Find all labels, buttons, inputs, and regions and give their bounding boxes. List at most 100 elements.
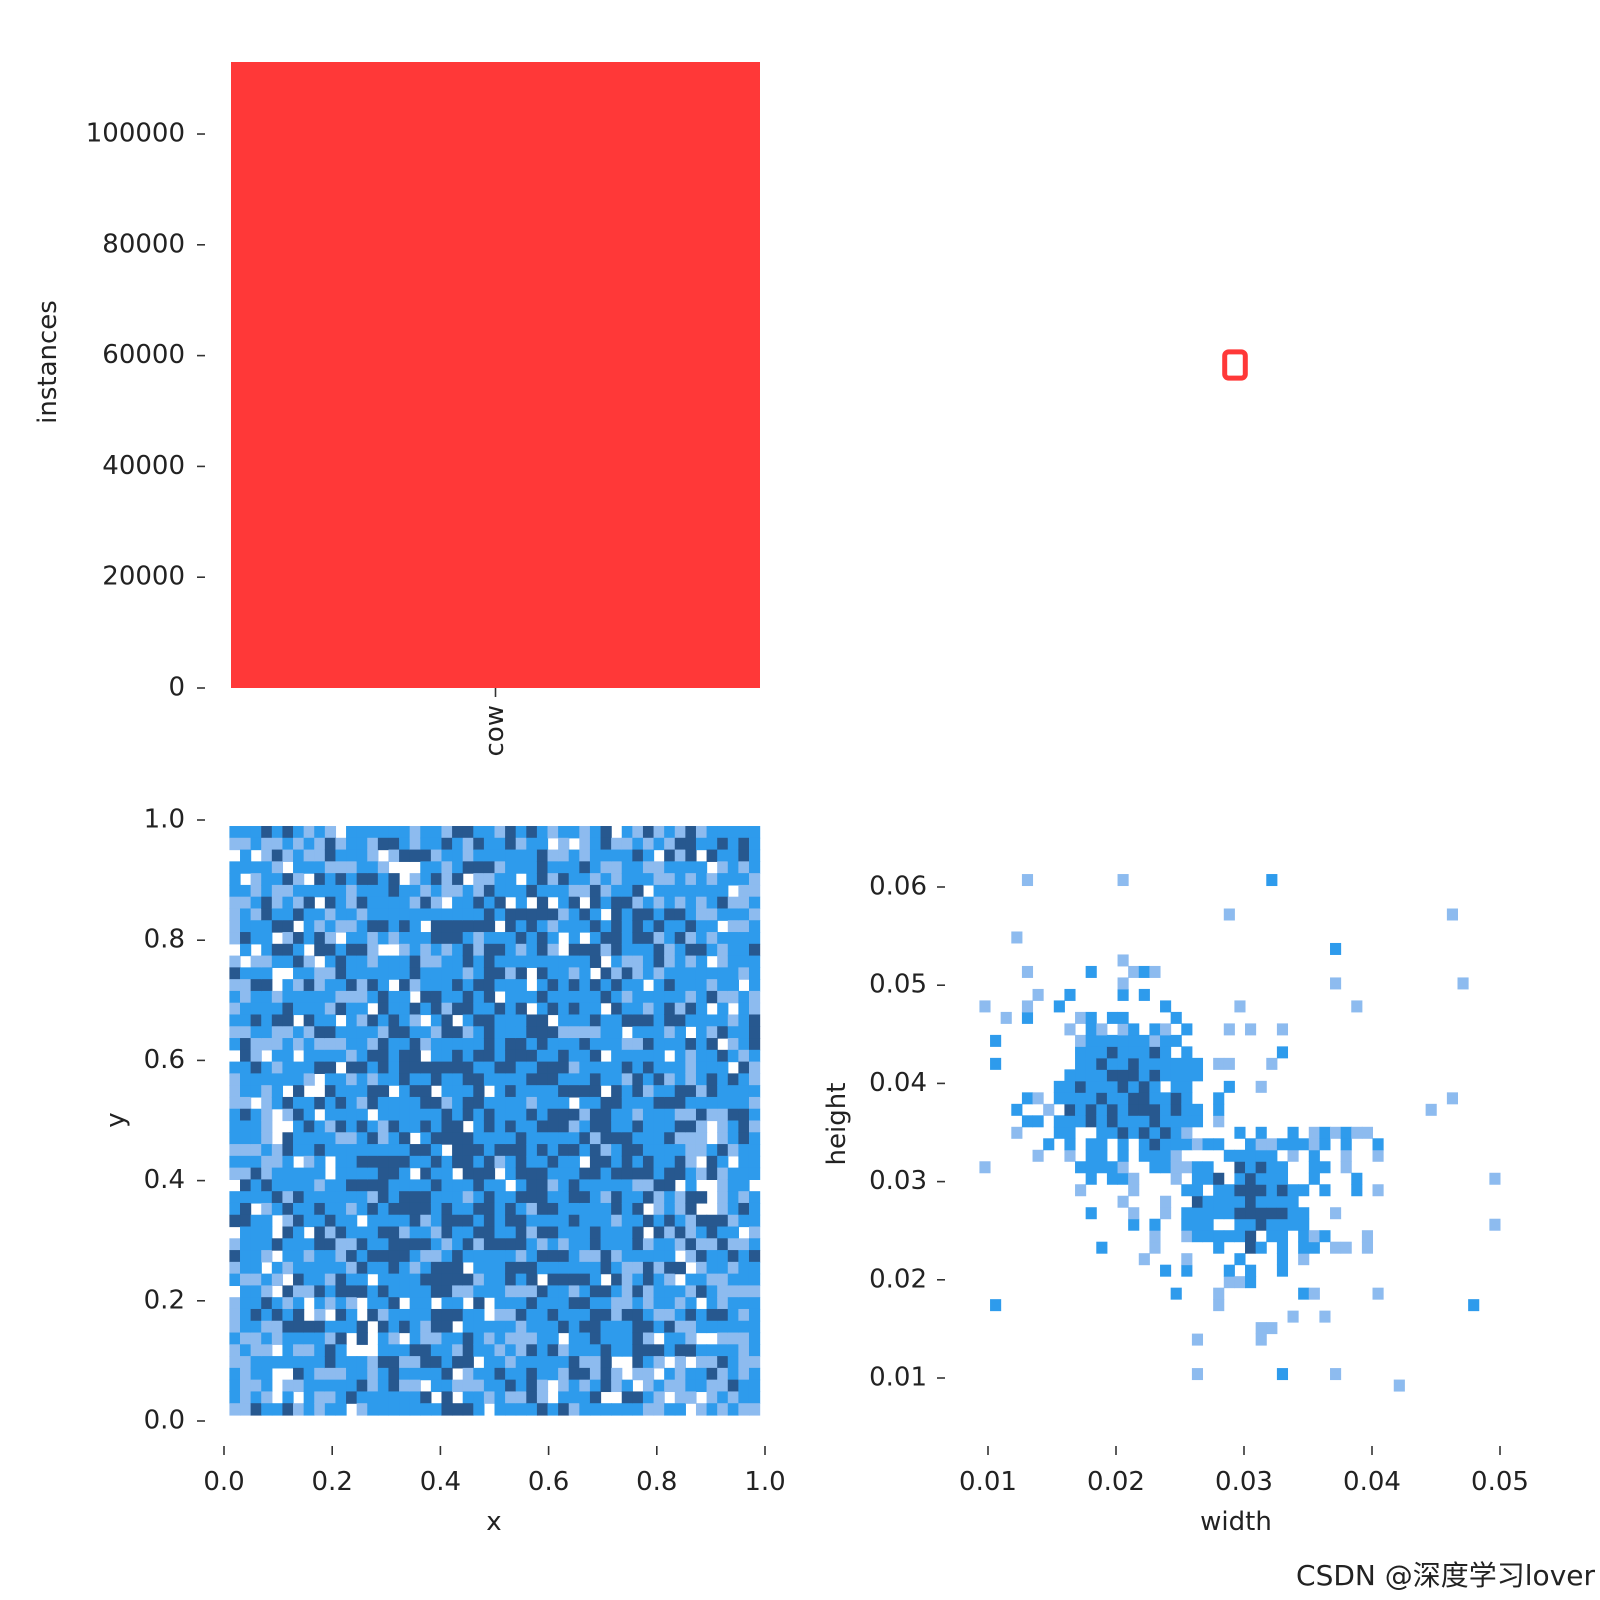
- xy-cell: [250, 1214, 262, 1228]
- wh-cell: [1149, 1230, 1161, 1243]
- xy-cell: [303, 1273, 315, 1287]
- xy-cell: [505, 1002, 517, 1016]
- xy-cell: [695, 1226, 708, 1239]
- xy-cell: [536, 1120, 549, 1133]
- xy-cell: [314, 1261, 326, 1275]
- xy-cell: [430, 1155, 443, 1169]
- xy-cell: [303, 1061, 315, 1074]
- xy-cell: [271, 1179, 284, 1192]
- wh-cell: [1191, 1115, 1204, 1128]
- xy-cell: [579, 1179, 591, 1192]
- xy-cell: [621, 979, 633, 992]
- xy-cell: [611, 1285, 623, 1298]
- xy-cell: [706, 1250, 718, 1263]
- xy-cell: [685, 1273, 697, 1287]
- xy-cell: [271, 1085, 284, 1098]
- xy-cell: [303, 1014, 315, 1027]
- wh-cell: [1245, 1172, 1257, 1185]
- xy-cell: [494, 1367, 506, 1381]
- xy-cell: [738, 1096, 750, 1110]
- xy-cell: [388, 920, 400, 933]
- wh-cell: [1255, 1172, 1267, 1185]
- xy-cell: [483, 1356, 496, 1369]
- xy-cell: [558, 1108, 570, 1122]
- xy-cell: [441, 943, 453, 957]
- wh-cell: [1138, 1057, 1150, 1070]
- xy-cell: [271, 884, 284, 898]
- xy-cell: [706, 967, 718, 980]
- xy-cell: [632, 1155, 644, 1169]
- xy-cell: [324, 979, 337, 992]
- xy-cell: [515, 1226, 527, 1239]
- xy-cell: [653, 920, 665, 933]
- xy-cell: [409, 1120, 421, 1133]
- xy-cell: [727, 896, 739, 910]
- xy-cell: [473, 1132, 485, 1145]
- xy-cell: [335, 1261, 347, 1275]
- xy-cell: [579, 1285, 591, 1298]
- xy-cell: [568, 1297, 580, 1310]
- xy-cell: [356, 1391, 368, 1404]
- xy-cell: [314, 1002, 326, 1016]
- xy-cell: [526, 1049, 538, 1063]
- wh-cell: [1149, 1069, 1161, 1082]
- xy-cell: [483, 1120, 496, 1133]
- wh-cell: [1032, 1149, 1044, 1162]
- wh-cell: [1266, 1322, 1278, 1335]
- xy-cell: [452, 1144, 464, 1157]
- xy-cell: [642, 1179, 655, 1192]
- xy-cell: [717, 849, 729, 862]
- wh-cell: [1276, 1218, 1289, 1231]
- xy-cell: [282, 1155, 294, 1169]
- xy-cell: [526, 873, 538, 886]
- wh-cell: [1191, 1195, 1204, 1208]
- xy-cell: [441, 826, 453, 839]
- xy-cell: [568, 1014, 580, 1027]
- wh-cell: [1330, 1126, 1342, 1139]
- xy-cell: [261, 1214, 273, 1228]
- xy-cell: [717, 979, 729, 992]
- xy-cell: [536, 1285, 549, 1298]
- xy-cell: [346, 955, 358, 968]
- xy-cell: [250, 1238, 262, 1251]
- xy-cell: [505, 1191, 517, 1204]
- xy-cell: [706, 1108, 718, 1122]
- xy-cell: [505, 1261, 517, 1275]
- xy-cell: [229, 1014, 241, 1027]
- xy-cell: [611, 884, 623, 898]
- wh-cell: [1170, 1011, 1182, 1024]
- xy-cell: [653, 1403, 665, 1416]
- xy-cell: [695, 1344, 708, 1357]
- xy-cell: [430, 908, 443, 921]
- xy-cell: [748, 955, 761, 968]
- xy-cell: [579, 1308, 591, 1322]
- xy-cell: [558, 1273, 570, 1287]
- wh-cell: [1223, 1230, 1235, 1243]
- xy-cell: [303, 1120, 315, 1133]
- xy-cell: [695, 1273, 708, 1287]
- xy-cell: [377, 826, 390, 839]
- y-tick-label: 0.06: [869, 872, 927, 902]
- xy-cell: [483, 1261, 496, 1275]
- xy-cell: [589, 1273, 602, 1287]
- xy-cell: [589, 1379, 602, 1393]
- xy-cell: [717, 1308, 729, 1322]
- xy-cell: [621, 1061, 633, 1074]
- xy-cell: [642, 1026, 655, 1039]
- xy-cell: [240, 1108, 252, 1122]
- xy-cell: [314, 1155, 326, 1169]
- xy-cell: [409, 1273, 421, 1287]
- xy-cell: [314, 1038, 326, 1051]
- xy-cell: [229, 1273, 241, 1287]
- xy-cell: [526, 1202, 538, 1216]
- xy-cell: [250, 1108, 262, 1122]
- xy-cell: [547, 1155, 559, 1169]
- xy-cell: [473, 1144, 485, 1157]
- xy-cell: [441, 1085, 453, 1098]
- xy-cell: [409, 1038, 421, 1051]
- xy-cell: [303, 920, 315, 933]
- xy-cell: [261, 943, 273, 957]
- xy-cell: [536, 1250, 549, 1263]
- wh-cell: [1096, 1149, 1108, 1162]
- xy-cell: [282, 1214, 294, 1228]
